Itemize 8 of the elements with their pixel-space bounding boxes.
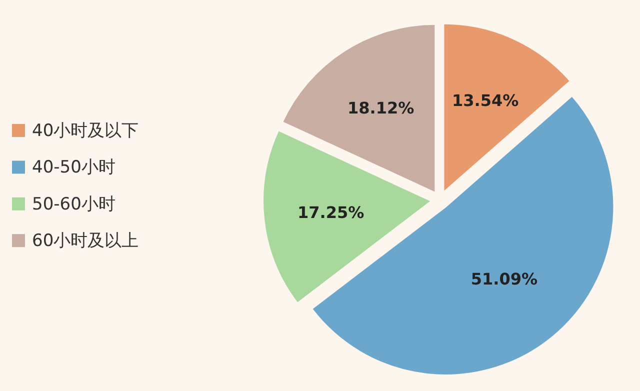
data-label: 51.09%: [470, 269, 538, 288]
data-label: 17.25%: [298, 203, 364, 222]
legend-label: 50-60小时: [32, 194, 116, 214]
legend-label: 40-50小时: [32, 158, 116, 178]
legend-label: 40小时及以下: [32, 121, 139, 141]
legend-label: 60小时及以上: [32, 231, 139, 252]
data-label: 18.12%: [347, 98, 414, 118]
data-label: 13.54%: [452, 90, 519, 110]
